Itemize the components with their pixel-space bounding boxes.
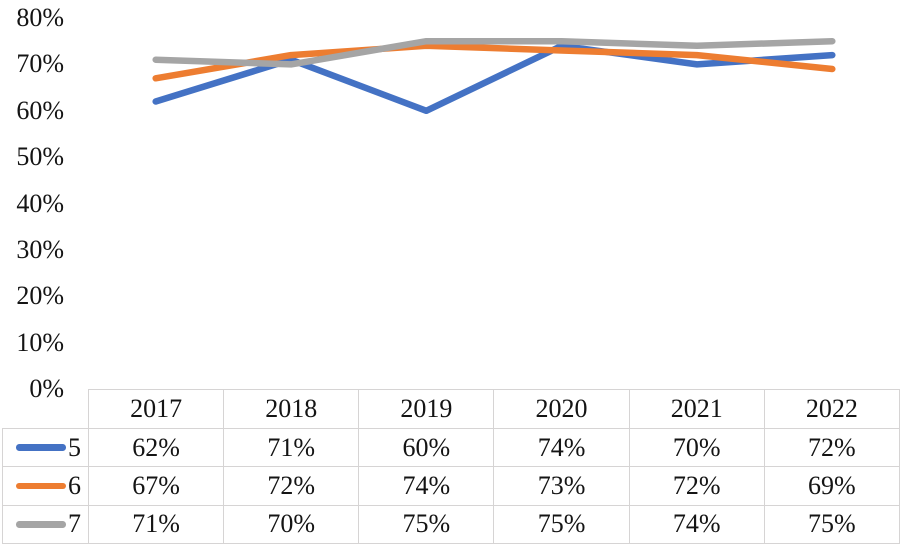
value-cell: 72%	[223, 466, 360, 506]
value-cell: 75%	[358, 504, 495, 545]
y-tick-label: 70%	[16, 49, 64, 79]
y-tick-label: 30%	[16, 234, 64, 264]
y-tick-label: 20%	[16, 281, 64, 311]
legend-cell-series-7: 7	[2, 504, 89, 545]
table-row-series-5: 5 62% 71% 60% 74% 70% 72%	[2, 427, 901, 468]
value-cell: 72%	[763, 427, 901, 468]
data-table-header: 2017 2018 2019 2020 2021 2022	[2, 389, 901, 429]
legend-swatch-icon	[16, 521, 66, 528]
value-cell: 67%	[87, 466, 225, 506]
legend-cell-series-6: 6	[2, 466, 89, 506]
value-cell: 75%	[763, 504, 901, 545]
table-corner-cell	[2, 389, 89, 429]
value-cell: 69%	[763, 466, 901, 506]
legend-cell-series-5: 5	[2, 427, 89, 468]
value-cell: 70%	[223, 504, 360, 545]
year-header-cell: 2020	[493, 389, 630, 429]
year-header-cell: 2018	[223, 389, 360, 429]
legend-swatch-icon	[16, 444, 66, 451]
table-row-series-6: 6 67% 72% 74% 73% 72% 69%	[2, 466, 901, 506]
year-header-cell: 2022	[763, 389, 901, 429]
value-cell: 74%	[493, 427, 630, 468]
data-table-body: 5 62% 71% 60% 74% 70% 72% 6 67% 72% 74% 73% 72% 69% 7 7…	[2, 427, 901, 545]
chart-data-table: 2017 2018 2019 2020 2021 2022 5 62% 71% 60% 74% 70…	[2, 389, 901, 545]
value-cell: 70%	[628, 427, 765, 468]
legend-swatch-icon	[16, 482, 66, 490]
year-header-cell: 2019	[358, 389, 495, 429]
series-name-label: 5	[68, 432, 81, 462]
series-line-7	[152, 37, 836, 68]
value-cell: 74%	[628, 504, 765, 545]
series-line-6	[152, 42, 836, 82]
y-tick-label: 60%	[16, 95, 64, 125]
series-name-label: 6	[68, 470, 81, 500]
value-cell: 73%	[493, 466, 630, 506]
y-tick-label: 80%	[16, 3, 64, 32]
year-header-cell: 2017	[87, 389, 225, 429]
value-cell: 71%	[223, 427, 360, 468]
value-cell: 71%	[87, 504, 225, 545]
value-cell: 72%	[628, 466, 765, 506]
y-tick-label: 10%	[16, 327, 64, 357]
value-cell: 74%	[358, 466, 495, 506]
value-cell: 75%	[493, 504, 630, 545]
value-cell: 62%	[87, 427, 225, 468]
value-cell: 60%	[358, 427, 495, 468]
y-tick-label: 50%	[16, 142, 64, 172]
y-tick-label: 40%	[16, 188, 64, 218]
series-name-label: 7	[68, 509, 81, 539]
table-row-series-7: 7 71% 70% 75% 75% 74% 75%	[2, 504, 901, 545]
year-header-cell: 2021	[628, 389, 765, 429]
